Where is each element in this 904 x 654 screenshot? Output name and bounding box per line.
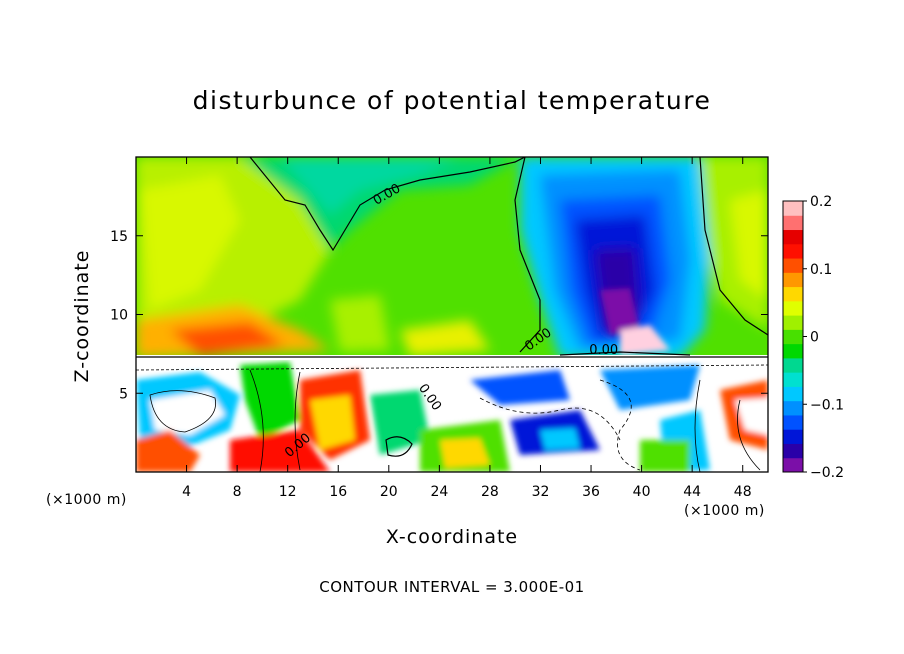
colorbar-swatch (783, 357, 803, 373)
x-tick-label: 20 (380, 484, 398, 500)
colorbar-swatch (783, 215, 803, 231)
x-unit-label-right: (×1000 m) (684, 503, 765, 519)
x-tick-label: 36 (582, 484, 600, 500)
colorbar-swatch (783, 258, 803, 273)
x-tick-label: 44 (683, 484, 701, 500)
contour-interval-note: CONTOUR INTERVAL = 3.000E-01 (319, 578, 585, 596)
x-tick-label: 28 (481, 484, 499, 500)
colorbar-tick-label: −0.2 (810, 465, 844, 481)
chart-title: disturbunce of potential temperature (192, 86, 712, 115)
colorbar-swatch (783, 343, 803, 359)
x-tick-label: 12 (279, 484, 297, 500)
colorbar-swatch (783, 457, 803, 473)
x-tick-label: 48 (734, 484, 752, 500)
colorbar-swatch (783, 286, 803, 302)
colorbar-swatch (783, 429, 803, 444)
colorbar-tick-label: −0.1 (810, 397, 844, 413)
colorbar-swatch (783, 201, 803, 216)
x-tick-label: 8 (233, 484, 242, 500)
x-tick-label: 40 (633, 484, 651, 500)
colorbar-swatch (783, 443, 803, 459)
colorbar-swatch (783, 300, 803, 316)
contour-label: 0.00 (589, 343, 618, 358)
colorbar-tick-label: 0.2 (810, 194, 832, 210)
colorbar-tick-label: 0 (810, 330, 819, 346)
x-axis-label: X-coordinate (385, 526, 519, 548)
colorbar-swatch (783, 315, 803, 330)
colorbar-swatch (783, 400, 803, 416)
colorbar-swatch (783, 329, 803, 345)
colorbar-swatch (783, 386, 803, 402)
colorbar-swatch (783, 272, 803, 288)
colorbar-swatch (783, 243, 803, 259)
y-tick-label: 5 (119, 386, 128, 402)
colorbar-tick-label: 0.1 (810, 262, 832, 278)
x-tick-label: 32 (532, 484, 550, 500)
colorbar-swatch (783, 229, 803, 245)
x-unit-label-left: (×1000 m) (46, 492, 127, 508)
colorbar-swatch (783, 372, 803, 387)
heatmap-field (136, 157, 768, 472)
colorbar-swatch (783, 414, 803, 430)
x-tick-label: 16 (329, 484, 347, 500)
y-tick-label: 15 (110, 229, 128, 245)
x-tick-label: 4 (182, 484, 191, 500)
y-tick-label: 10 (110, 308, 128, 324)
x-tick-label: 24 (430, 484, 448, 500)
